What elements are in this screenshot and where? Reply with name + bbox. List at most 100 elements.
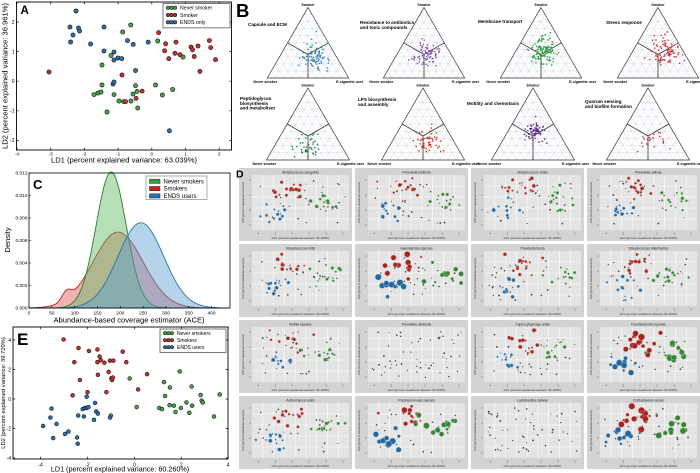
svg-text:6: 6 <box>342 460 344 463</box>
svg-text:4: 4 <box>365 407 367 410</box>
svg-text:1: 1 <box>12 49 15 55</box>
svg-text:-2: -2 <box>622 232 625 235</box>
svg-text:Smoker: Smoker <box>417 3 431 7</box>
svg-text:Abundance-based coverage estim: Abundance-based coverage estimator (ACE) <box>53 316 205 325</box>
svg-text:LD1 (percent explained varianc: LD1 (percent explained variance: 60.260%… <box>388 236 446 240</box>
svg-text:LD2 (percent explained varianc: LD2 (percent explained variance) <box>357 182 361 223</box>
svg-text:A: A <box>21 5 29 17</box>
svg-text:Capnocytophaga oralis: Capnocytophaga oralis <box>515 322 550 326</box>
svg-text:6: 6 <box>342 232 344 235</box>
svg-text:4: 4 <box>673 384 675 387</box>
svg-text:0: 0 <box>407 232 409 235</box>
svg-text:4: 4 <box>481 331 483 334</box>
svg-text:2: 2 <box>540 232 542 235</box>
svg-text:-2: -2 <box>274 232 277 235</box>
svg-text:-2: -2 <box>10 138 15 144</box>
svg-text:-2: -2 <box>390 232 393 235</box>
svg-text:Never smoker: Never smoker <box>486 80 510 84</box>
svg-text:6: 6 <box>574 384 576 387</box>
svg-text:300: 300 <box>162 311 170 317</box>
svg-text:6: 6 <box>342 308 344 311</box>
svg-text:4: 4 <box>365 255 367 258</box>
svg-text:-4: -4 <box>605 384 608 387</box>
svg-text:4: 4 <box>441 460 443 463</box>
svg-text:4: 4 <box>227 463 230 469</box>
svg-text:0: 0 <box>133 463 136 469</box>
svg-text:0: 0 <box>249 361 251 364</box>
svg-text:6: 6 <box>690 384 692 387</box>
svg-text:B: B <box>236 0 249 21</box>
svg-text:0: 0 <box>365 285 367 288</box>
svg-text:LD2 (percent explained varianc: LD2 (percent explained variance) <box>589 182 593 223</box>
svg-text:Never smoker: Never smoker <box>603 80 627 84</box>
svg-text:Motility and chemotaxis: Motility and chemotaxis <box>467 101 520 106</box>
svg-text:E-cigarette user: E-cigarette user <box>452 80 480 84</box>
svg-text:D: D <box>236 169 244 181</box>
svg-text:4: 4 <box>673 460 675 463</box>
svg-text:Streptococcus sanguinis: Streptococcus sanguinis <box>282 170 319 174</box>
svg-text:-2: -2 <box>506 308 509 311</box>
svg-text:-2: -2 <box>622 460 625 463</box>
svg-text:2: 2 <box>365 346 367 349</box>
svg-text:4: 4 <box>325 384 327 387</box>
svg-text:0.010: 0.010 <box>15 193 27 199</box>
svg-text:LPS biosynthesis: LPS biosynthesis <box>358 97 397 102</box>
svg-text:0: 0 <box>639 232 641 235</box>
svg-text:Capsule and ECM: Capsule and ECM <box>248 22 287 27</box>
svg-text:2: 2 <box>481 270 483 273</box>
svg-text:4: 4 <box>597 179 599 182</box>
svg-text:-4: -4 <box>257 232 260 235</box>
svg-text:0: 0 <box>481 361 483 364</box>
svg-text:0: 0 <box>639 384 641 387</box>
svg-text:2: 2 <box>424 232 426 235</box>
svg-text:-2: -2 <box>596 376 599 379</box>
svg-text:0: 0 <box>291 384 293 387</box>
svg-text:-4: -4 <box>489 232 492 235</box>
svg-text:-1: -1 <box>116 152 121 157</box>
svg-text:Never smoker: Never smoker <box>368 162 392 166</box>
svg-text:4: 4 <box>557 232 559 235</box>
svg-text:LD2 (percent explained varianc: LD2 (percent explained variance) <box>241 258 245 299</box>
svg-text:0: 0 <box>291 308 293 311</box>
svg-text:-2: -2 <box>85 463 90 469</box>
svg-text:2: 2 <box>308 460 310 463</box>
svg-text:Smoker: Smoker <box>534 3 548 7</box>
svg-text:2: 2 <box>218 152 221 157</box>
svg-text:0: 0 <box>249 437 251 440</box>
svg-text:0: 0 <box>523 232 525 235</box>
svg-text:Never smoker: Never smoker <box>180 6 213 12</box>
svg-text:2: 2 <box>308 384 310 387</box>
svg-text:-2: -2 <box>506 460 509 463</box>
svg-text:E-cigarette user: E-cigarette user <box>569 80 597 84</box>
svg-text:2: 2 <box>481 194 483 197</box>
svg-text:Smoker: Smoker <box>526 84 540 88</box>
svg-text:0: 0 <box>249 209 251 212</box>
svg-text:LD2 (percent explained varianc: LD2 (percent explained variance) <box>473 258 477 299</box>
svg-text:0: 0 <box>597 361 599 364</box>
svg-text:Smoker: Smoker <box>301 84 315 88</box>
svg-text:-4: -4 <box>605 308 608 311</box>
svg-text:LD1 (percent explained varianc: LD1 (percent explained variance: 60.260%… <box>272 236 330 240</box>
svg-text:E-cigarette user: E-cigarette user <box>337 162 365 166</box>
svg-text:2: 2 <box>597 346 599 349</box>
svg-text:2: 2 <box>365 194 367 197</box>
svg-text:2: 2 <box>8 367 11 373</box>
svg-text:Membrane transport: Membrane transport <box>478 19 523 24</box>
svg-text:0: 0 <box>597 437 599 440</box>
svg-text:0: 0 <box>8 397 11 403</box>
svg-text:200: 200 <box>116 311 124 317</box>
svg-text:2: 2 <box>365 422 367 425</box>
svg-text:0: 0 <box>597 285 599 288</box>
svg-text:4: 4 <box>481 407 483 410</box>
svg-text:0: 0 <box>639 308 641 311</box>
svg-text:0: 0 <box>28 311 31 317</box>
svg-text:50: 50 <box>49 311 55 317</box>
svg-text:E-cigarette user: E-cigarette user <box>336 80 364 84</box>
svg-text:Prevotella histicola: Prevotella histicola <box>402 170 430 174</box>
svg-text:0: 0 <box>407 460 409 463</box>
svg-text:6: 6 <box>690 308 692 311</box>
svg-text:LD2 (percent explained varianc: LD2 (percent explained variance: 36.961%… <box>1 3 10 150</box>
svg-text:E-cigarette user: E-cigarette user <box>686 80 700 84</box>
svg-text:4: 4 <box>481 179 483 182</box>
svg-text:4: 4 <box>365 179 367 182</box>
